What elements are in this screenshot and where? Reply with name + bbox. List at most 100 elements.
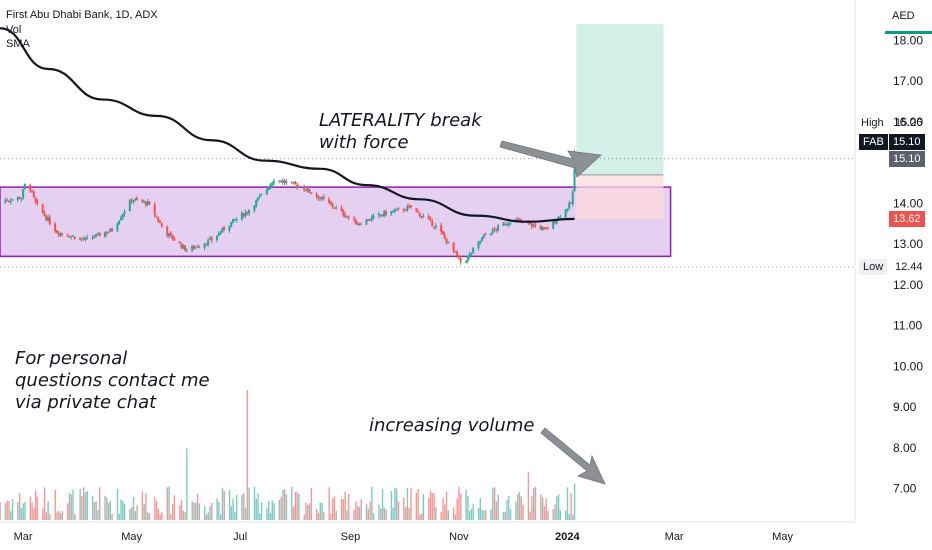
y-tick-label: 12.00 [893,278,923,292]
volume-bar [520,496,522,520]
volume-bar [566,487,569,520]
candle-body [484,233,487,235]
volume-bar [330,514,332,520]
candle-body [119,217,122,221]
volume-bar [61,510,64,520]
sma-indicator-label[interactable]: SMA [6,38,30,50]
candle-body [43,212,46,216]
volume-bar [118,513,120,520]
volume-bar [356,505,359,520]
volume-bar [285,494,288,520]
volume-bar [415,492,418,520]
volume-bar [481,509,483,520]
volume-bar [95,501,97,520]
volume-bar [310,487,313,520]
candle-body [406,206,409,211]
candle-body [246,212,249,214]
volume-bar [381,488,384,520]
volume-bar [106,497,108,520]
volume-bar [534,486,537,520]
volume-bar [84,492,87,520]
candle-body [31,191,34,193]
volume-bar [404,507,407,520]
candle-body [434,225,437,228]
candle-body [342,209,345,216]
volume-bar [186,448,188,520]
volume-bar [255,498,257,520]
x-tick-label: Mar [14,531,33,543]
candle-body [505,224,508,226]
candle-body [148,201,151,205]
volume-bar [529,511,531,520]
volume-bar [394,487,396,520]
candle-body [240,213,243,220]
candle-body [93,237,96,239]
y-tick-label: 14.00 [893,196,923,210]
candle-body [244,212,247,216]
vol-indicator-label[interactable]: Vol [6,24,22,36]
candle-body [557,216,560,220]
low-label: Low [859,259,888,275]
volume-bar [198,503,201,520]
volume-bar [358,506,361,520]
y-tick-label: 8.00 [893,441,917,455]
volume-bar [232,498,234,520]
volume-bar [456,498,458,520]
candle-body [91,237,94,239]
volume-bar [148,513,151,520]
candle-body [481,237,484,241]
y-tick-label: 13.00 [893,237,923,251]
volume-bar [346,509,348,520]
volume-bar [460,493,462,520]
candle-body [278,180,281,182]
candle-body [516,218,519,220]
volume-bar [219,514,222,520]
price-level-lines [0,158,855,268]
volume-bar [170,514,172,520]
volume-bar [72,489,74,520]
candle-body [367,219,370,221]
volume-bar [223,490,225,520]
volume-bar [205,514,208,520]
candle-body [303,186,306,190]
candle-body [445,238,448,243]
candle-body [393,210,396,212]
candle-body [221,227,224,233]
x-tick-label: May [121,531,142,543]
volume-bars [0,390,576,520]
candle-body [566,209,569,211]
candle-body [96,232,99,234]
volume-bar [216,498,218,520]
high-label: High [861,117,884,129]
candle-body [223,227,226,230]
volume-bar [33,508,35,520]
volume-bar [43,487,46,520]
volume-bar [307,504,309,520]
candle-body [569,202,572,204]
volume-bar [477,507,480,520]
candle-body [84,238,87,240]
volume-bar [504,511,506,520]
volume-bar [467,495,469,520]
high-value: 15.26 [895,117,923,129]
candle-body [331,203,334,207]
target-zone [576,24,664,175]
volume-bar [235,494,238,520]
candle-body [45,216,48,221]
volume-bar [440,512,442,520]
candle-body [497,225,500,231]
volume-bar [81,495,83,520]
symbol-tag: FAB [859,134,888,150]
candle-body [384,211,387,215]
currency-label[interactable]: AED [892,10,915,22]
volume-bar [502,511,505,520]
volume-bar [472,504,474,520]
volume-bar [565,510,567,520]
volume-bar [410,488,412,520]
volume-arrow [540,427,606,485]
volume-bar [371,486,373,520]
candle-body [9,200,12,202]
volume-bar [442,498,444,520]
candle-body [29,184,32,191]
